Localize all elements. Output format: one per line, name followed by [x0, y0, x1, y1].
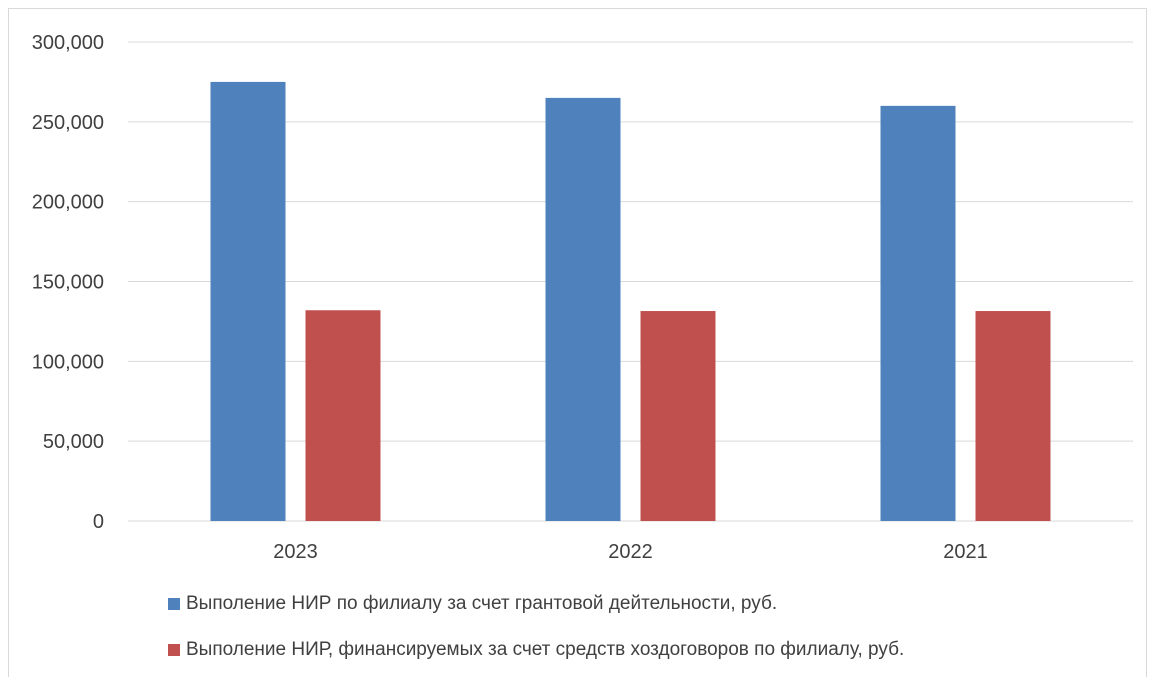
y-tick-label: 250,000 [32, 112, 104, 134]
y-tick-label: 150,000 [32, 272, 104, 294]
y-tick-label: 300,000 [32, 32, 104, 54]
y-tick-label: 200,000 [32, 192, 104, 214]
y-tick-label: 100,000 [32, 351, 104, 373]
bar-2023-series-1 [210, 81, 286, 522]
legend: Выполение НИР по филиалу за счет грантов… [168, 592, 904, 684]
legend-label: Выполение НИР по филиалу за счет грантов… [186, 593, 778, 614]
x-tick-label: 2023 [273, 541, 318, 563]
y-axis-tick-labels: 0 50,000 100,000 150,000 200,000 250,000 300,0… [32, 32, 104, 533]
bars [210, 81, 1051, 522]
legend-label: Выполение НИР, финансируемых за счет сре… [186, 639, 905, 660]
bar-2023-series-2 [305, 310, 381, 521]
legend-swatch-blue [168, 598, 180, 610]
x-tick-label: 2021 [943, 541, 988, 563]
x-tick-label: 2022 [608, 541, 653, 563]
y-tick-label: 0 [93, 511, 104, 533]
grid-lines [128, 41, 1133, 522]
bar-2022-series-1 [545, 97, 621, 521]
y-tick-label: 50,000 [43, 431, 104, 453]
legend-swatch-red [168, 644, 180, 656]
bar-2021-series-2 [975, 311, 1051, 521]
bar-2021-series-1 [880, 105, 956, 521]
bar-2022-series-2 [640, 311, 716, 521]
legend-item-contracts: Выполение НИР, финансируемых за счет сре… [168, 638, 904, 662]
x-axis-tick-labels: 2023 2022 2021 [273, 541, 988, 563]
legend-item-grant: Выполение НИР по филиалу за счет грантов… [168, 592, 904, 616]
